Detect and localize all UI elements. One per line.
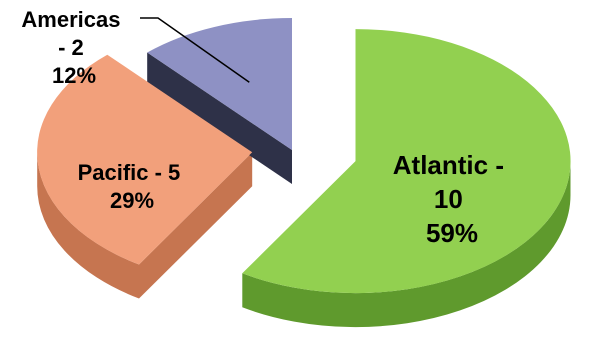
label-pacific: Pacific - 5 29% xyxy=(78,160,187,213)
slice-pacific xyxy=(37,54,253,265)
slice-americas xyxy=(147,18,292,150)
slice-side-pacific xyxy=(37,152,140,299)
slice-tops xyxy=(37,18,571,294)
slice-wall-pacific xyxy=(139,152,253,299)
slice-side-atlantic xyxy=(242,161,571,328)
slice-sides xyxy=(37,52,571,328)
leader-line-americas xyxy=(140,17,250,83)
slice-wall-americas xyxy=(147,52,292,184)
leader-lines xyxy=(140,17,250,83)
slice-atlantic xyxy=(242,29,571,294)
label-americas: Americas - 2 12% xyxy=(21,7,126,88)
label-atlantic: Atlantic - 10 59% xyxy=(393,150,511,248)
